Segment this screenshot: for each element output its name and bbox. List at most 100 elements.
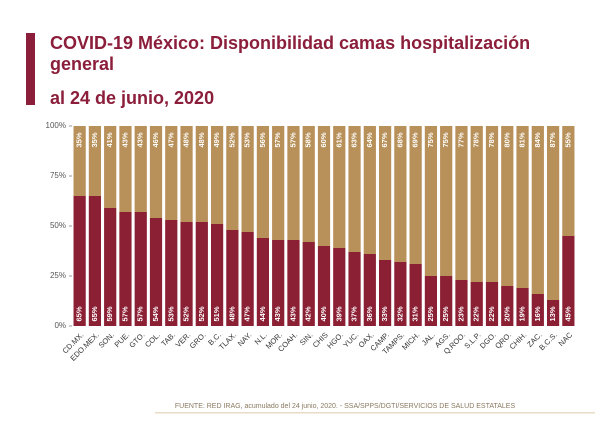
value-label: 75%	[441, 132, 450, 147]
value-label: 25%	[426, 306, 435, 321]
bar-segment	[455, 280, 468, 326]
value-label: 42%	[304, 306, 313, 321]
y-tick-label: 0%	[54, 321, 66, 330]
y-tick-label: 50%	[50, 221, 66, 230]
bar-segment	[104, 126, 117, 208]
value-label: 52%	[182, 306, 191, 321]
bar-segment	[104, 208, 117, 326]
value-label: 19%	[518, 306, 527, 321]
value-label: 13%	[548, 306, 557, 321]
bar-segment	[440, 276, 453, 326]
bar-segment	[302, 242, 315, 326]
y-tick-label: 75%	[50, 171, 66, 180]
x-tick-label: DGO.	[478, 330, 498, 350]
bar-segment	[195, 126, 208, 222]
x-tick-label: NAY.	[236, 330, 254, 348]
bar-segment	[287, 240, 300, 326]
bar-segment	[119, 126, 132, 212]
value-label: 57%	[136, 306, 145, 321]
value-label: 65%	[90, 306, 99, 321]
value-label: 56%	[258, 132, 267, 147]
bar-segment	[226, 230, 239, 326]
value-label: 25%	[441, 306, 450, 321]
bar-segment	[531, 126, 544, 294]
bar-segment	[424, 276, 438, 326]
value-label: 65%	[75, 306, 84, 321]
value-label: 49%	[212, 132, 221, 147]
y-tick-label: 25%	[50, 271, 66, 280]
bar-segment	[516, 126, 529, 288]
value-label: 75%	[426, 132, 435, 147]
value-label: 69%	[411, 132, 420, 147]
bar-segment	[241, 232, 254, 326]
value-label: 40%	[319, 306, 328, 321]
bar-segment	[546, 126, 560, 300]
bar-segment	[485, 126, 499, 282]
value-label: 47%	[166, 132, 175, 147]
bar-segment	[210, 126, 224, 224]
value-label: 61%	[334, 132, 343, 147]
value-label: 35%	[75, 132, 84, 147]
bar-segment	[226, 126, 239, 230]
value-label: 63%	[350, 132, 359, 147]
x-tick-label: NAC	[557, 330, 575, 348]
bar-segment	[409, 264, 422, 326]
value-label: 32%	[395, 306, 404, 321]
bar-segment	[272, 240, 285, 326]
value-label: 41%	[105, 132, 114, 147]
bar-segment	[149, 218, 163, 326]
bar-segment	[180, 126, 193, 222]
bar-segment	[501, 286, 514, 326]
bar-segment	[531, 294, 544, 326]
value-label: 52%	[197, 306, 206, 321]
bar-segment	[333, 126, 346, 248]
x-tick-label: HGO.	[325, 330, 345, 350]
value-label: 23%	[456, 306, 465, 321]
bar-segment	[546, 300, 560, 326]
bar-segment	[562, 126, 575, 236]
bar-segment	[501, 126, 514, 286]
value-label: 43%	[288, 306, 297, 321]
value-label: 55%	[563, 132, 572, 147]
bar-segment	[562, 236, 575, 326]
value-label: 58%	[304, 132, 313, 147]
bar-segment	[256, 238, 270, 326]
bar-segment	[73, 126, 86, 196]
value-label: 53%	[166, 306, 175, 321]
bar-segment	[287, 126, 300, 240]
value-label: 16%	[533, 306, 542, 321]
x-tick-label: TLAX.	[217, 330, 238, 351]
bar-segment	[378, 126, 392, 260]
bar-segment	[88, 126, 102, 196]
value-label: 39%	[334, 306, 343, 321]
value-label: 77%	[456, 132, 465, 147]
value-label: 48%	[227, 306, 236, 321]
bar-segment	[302, 126, 315, 242]
value-label: 60%	[319, 132, 328, 147]
bar-segment	[88, 196, 102, 326]
value-label: 22%	[472, 306, 481, 321]
value-label: 78%	[487, 132, 496, 147]
x-tick-label: COL.	[143, 330, 162, 349]
bar-segment	[409, 126, 422, 264]
value-label: 80%	[502, 132, 511, 147]
value-label: 81%	[518, 132, 527, 147]
x-tick-label: SON.	[97, 330, 116, 349]
value-label: 84%	[533, 132, 542, 147]
bar-segment	[317, 126, 331, 246]
bar-segment	[470, 282, 483, 326]
value-label: 52%	[227, 132, 236, 147]
bar-segment	[348, 252, 361, 326]
bar-segment	[516, 288, 529, 326]
value-label: 37%	[350, 306, 359, 321]
x-tick-label: CHIH.	[508, 330, 529, 351]
value-label: 87%	[548, 132, 557, 147]
bar-segment	[149, 126, 163, 218]
bar-segment	[394, 126, 407, 262]
value-label: 59%	[105, 306, 114, 321]
x-tick-label: PUE.	[113, 330, 132, 349]
value-label: 48%	[197, 132, 206, 147]
value-label: 35%	[90, 132, 99, 147]
bar-segment	[134, 212, 147, 326]
